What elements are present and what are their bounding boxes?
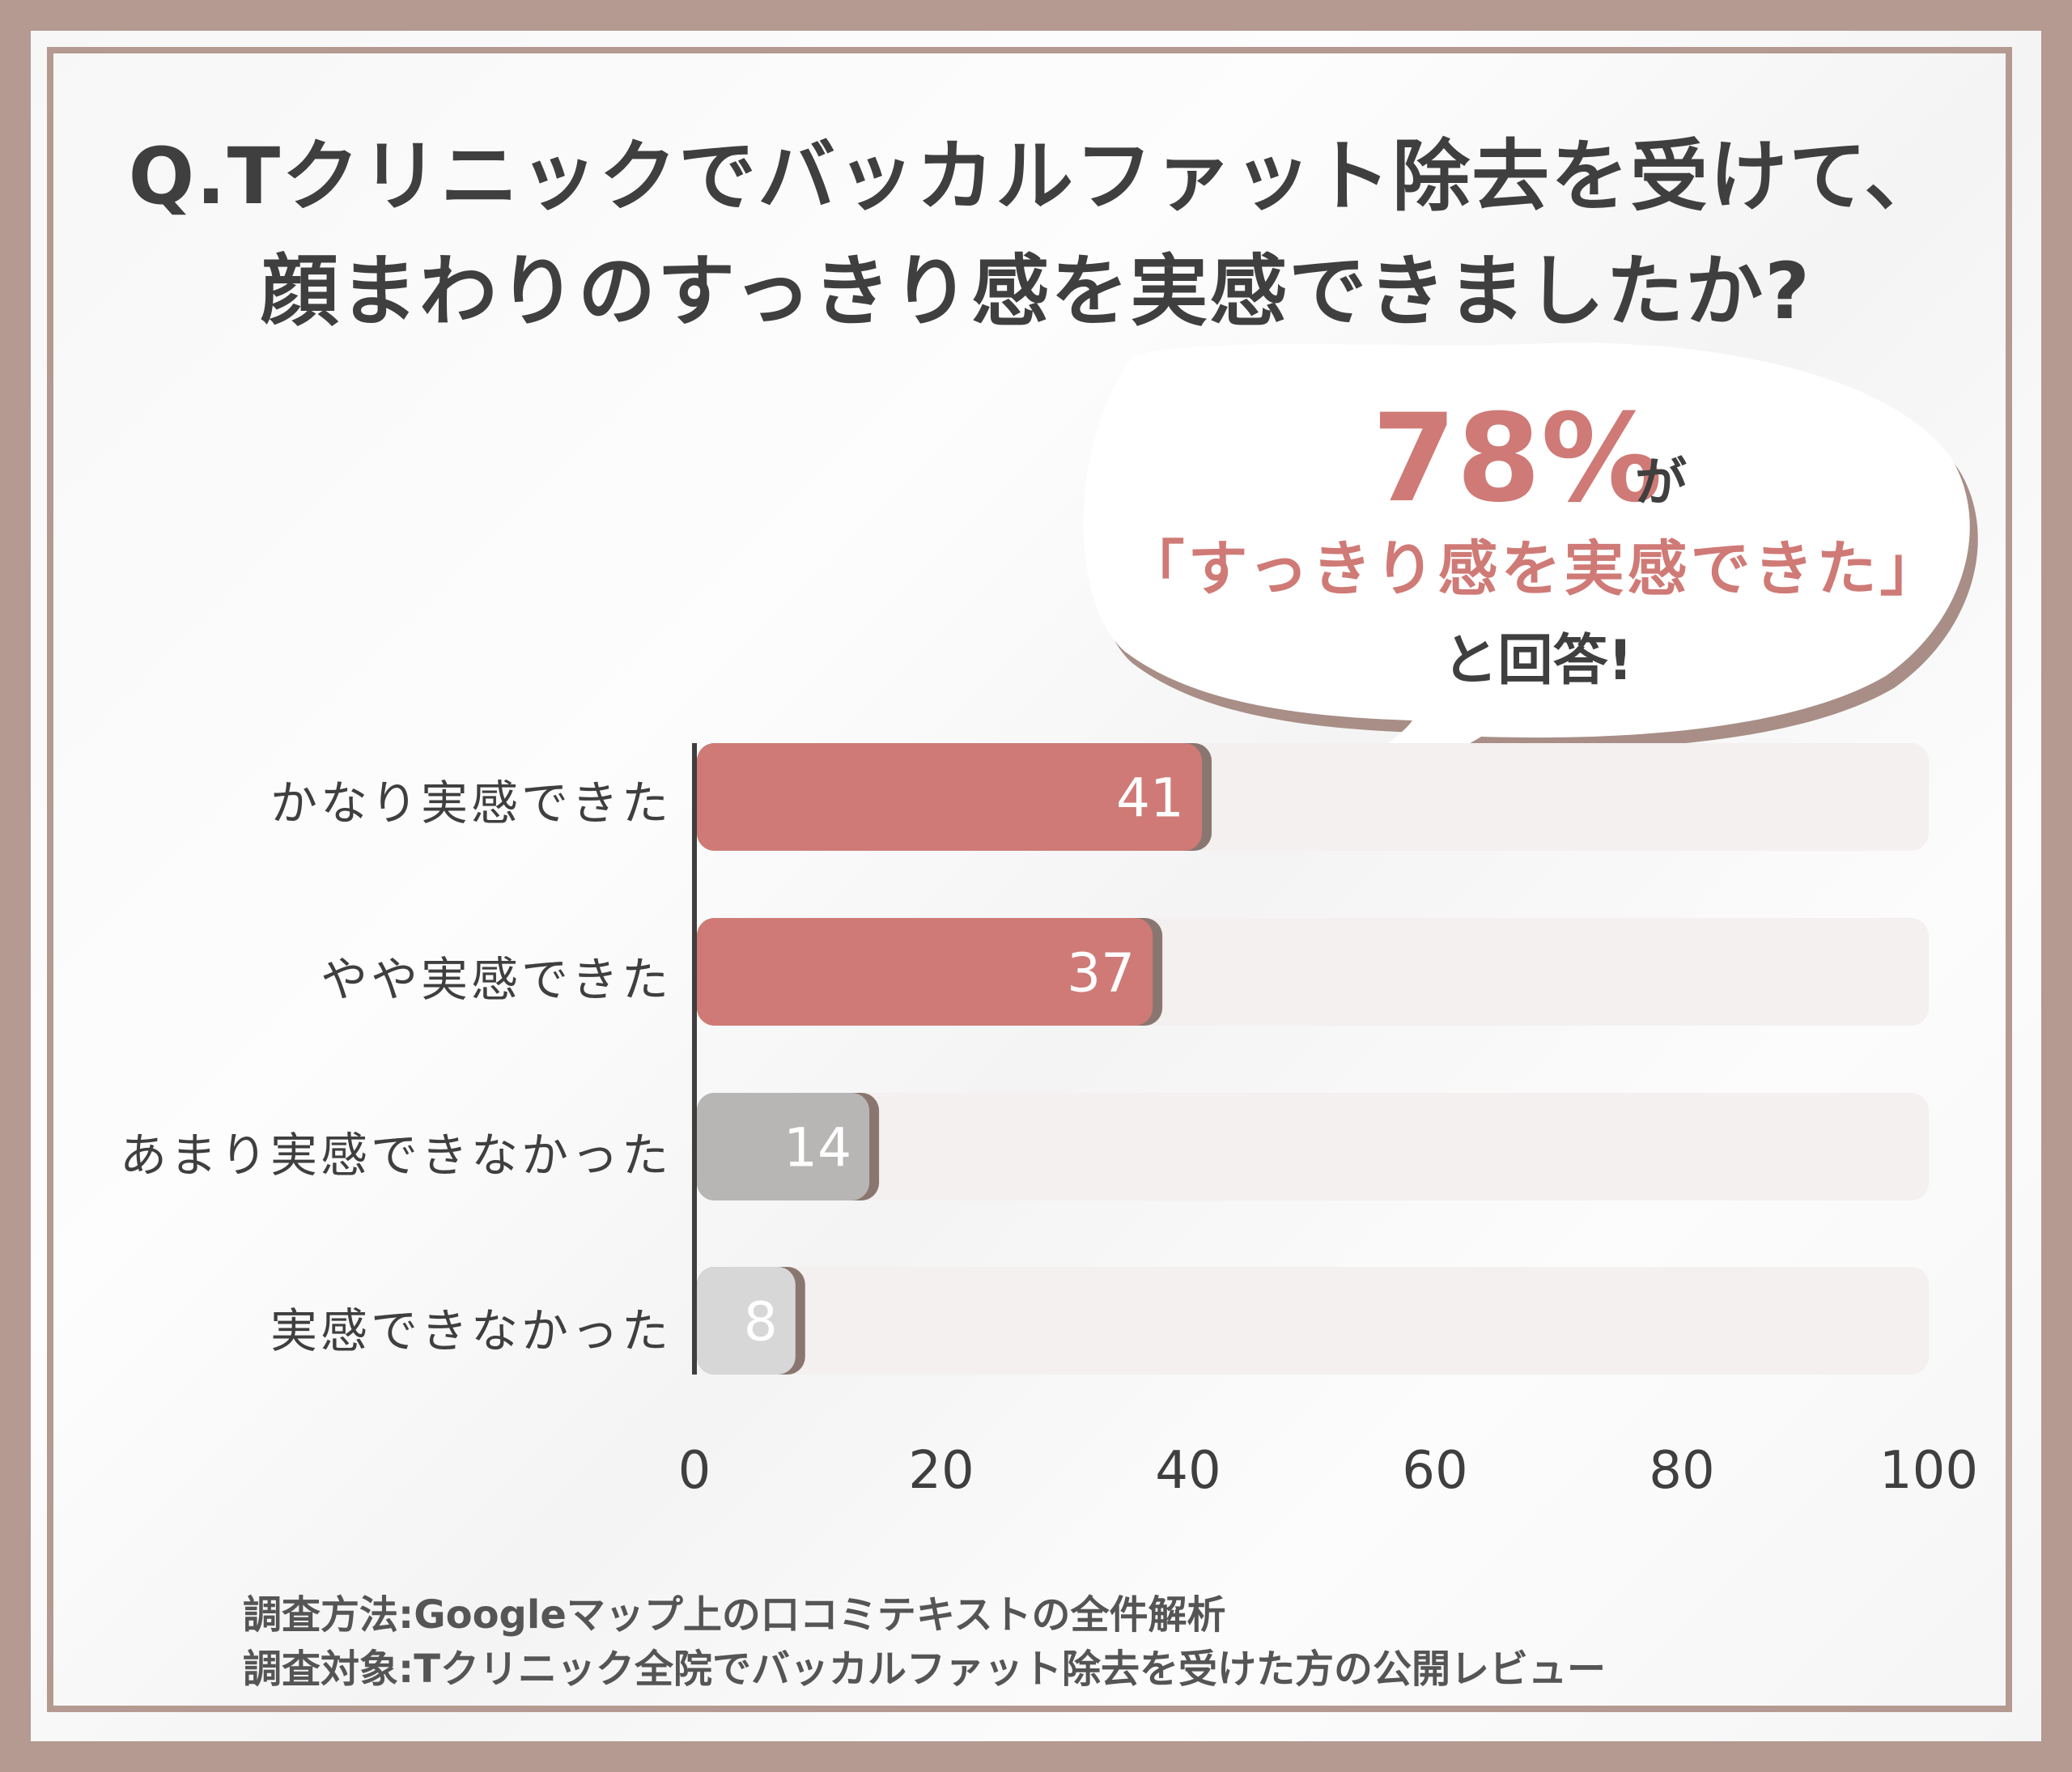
x-tick-label: 60 xyxy=(1402,1441,1468,1501)
bar-value-label: 14 xyxy=(783,1117,851,1179)
category-label: あまり実感できなかった xyxy=(119,1128,672,1183)
bar xyxy=(697,743,1203,851)
category-label: かなり実感できた xyxy=(270,776,672,831)
chart-title-line-1: Q.Tクリニックでバッカルファット除去を受けて、 xyxy=(128,131,1944,222)
callout-suffix: が xyxy=(1635,453,1687,513)
callout-answer: と回答! xyxy=(1442,629,1633,693)
x-tick-label: 20 xyxy=(908,1441,974,1501)
chart-background xyxy=(31,31,2041,1741)
survey-target-note: 調査対象:Tクリニック全院でバッカルファット除去を受けた方の公開レビュー xyxy=(243,1647,1606,1692)
bar xyxy=(697,1267,796,1375)
callout-quote: 「すっきり感を実感できた」 xyxy=(1124,534,1943,604)
bar-value-label: 41 xyxy=(1116,767,1184,830)
bar-value-label: 37 xyxy=(1067,942,1135,1005)
callout-percent: 78% xyxy=(1372,389,1663,529)
bar xyxy=(697,1093,870,1200)
speech-bubble-body xyxy=(1083,342,1970,763)
x-tick-label: 0 xyxy=(677,1441,711,1501)
category-label: 実感できなかった xyxy=(270,1303,672,1358)
chart-title-line-2: 顔まわりのすっきり感を実感できましたか? xyxy=(261,246,1811,337)
speech-bubble xyxy=(1083,342,1978,844)
category-label: やや実感できた xyxy=(320,952,672,1007)
survey-method-note: 調査方法:Googleマップ上の口コミテキストの全件解析 xyxy=(243,1592,1226,1638)
x-tick-label: 80 xyxy=(1649,1441,1715,1501)
bar-value-label: 8 xyxy=(744,1291,778,1353)
x-tick-label: 100 xyxy=(1879,1441,1979,1501)
x-tick-label: 40 xyxy=(1155,1441,1221,1501)
bar-track xyxy=(697,1093,1929,1200)
bar-track xyxy=(697,1267,1929,1375)
bar xyxy=(697,918,1153,1026)
